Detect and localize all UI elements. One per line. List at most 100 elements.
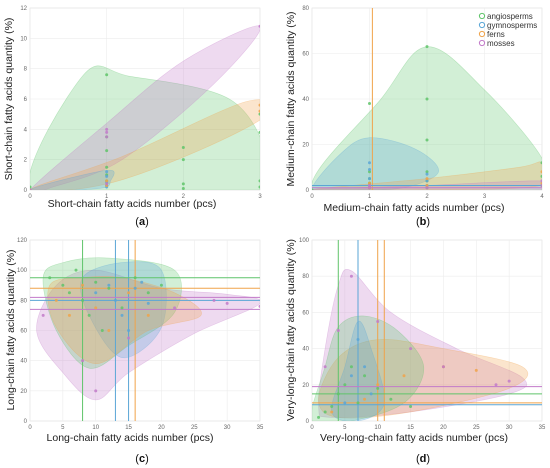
point-gymnosperms: [368, 168, 371, 172]
x-tick-label: 0: [28, 425, 32, 431]
point-mosses: [105, 127, 109, 131]
point-mosses: [258, 24, 260, 28]
legend-marker-angiosperms: [478, 12, 486, 20]
point-ferns: [54, 298, 58, 302]
legend-marker-mosses: [478, 39, 486, 47]
y-tick-label: 40: [302, 347, 309, 353]
point-gymnosperms: [94, 291, 98, 295]
point-mosses: [105, 130, 109, 134]
point-mosses: [540, 183, 542, 187]
plot-content: [30, 24, 260, 190]
point-angiosperms: [323, 410, 327, 414]
point-mosses: [323, 365, 327, 369]
x-tick-label: 4: [540, 194, 544, 200]
point-mosses: [441, 365, 445, 369]
point-ferns: [146, 313, 150, 317]
hull-mosses: [36, 269, 260, 401]
point-ferns: [425, 183, 429, 187]
x-tick-label: 35: [257, 425, 264, 431]
y-tick-label: 8: [24, 67, 28, 73]
point-angiosperms: [258, 179, 260, 183]
point-ferns: [425, 177, 429, 181]
point-mosses: [41, 313, 45, 317]
panel-label: (b): [416, 216, 430, 228]
point-angiosperms: [133, 276, 137, 280]
point-mosses: [30, 188, 32, 190]
plot-content: [312, 240, 542, 421]
panel-label: (d): [416, 453, 430, 465]
point-ferns: [540, 170, 542, 174]
point-ferns: [363, 397, 367, 401]
y-tick-label: 20: [302, 383, 309, 389]
y-tick-label: 6: [24, 97, 28, 103]
point-ferns: [127, 291, 131, 295]
y-tick-label: 4: [24, 127, 28, 133]
point-ferns: [474, 368, 478, 372]
legend-label-ferns: ferns: [487, 30, 505, 39]
point-mosses: [94, 389, 98, 393]
legend-label-gymnosperms: gymnosperms: [487, 21, 537, 30]
point-mosses: [258, 304, 260, 308]
point-angiosperms: [425, 97, 429, 101]
panel-label: (a): [135, 216, 148, 228]
point-gymnosperms: [425, 172, 429, 176]
point-mosses: [105, 135, 109, 139]
point-gymnosperms: [120, 313, 124, 317]
point-gymnosperms: [349, 374, 353, 378]
point-ferns: [94, 306, 98, 310]
point-ferns: [81, 283, 85, 287]
point-angiosperms: [120, 306, 124, 310]
x-tick-label: 20: [158, 425, 165, 431]
y-tick-label: 80: [302, 6, 309, 12]
point-angiosperms: [48, 276, 52, 280]
y-axis-label: Medium-chain fatty acids quantity (%): [285, 11, 297, 186]
y-tick-label: 0: [306, 188, 310, 194]
x-tick-label: 5: [343, 425, 347, 431]
plot-content: [30, 240, 260, 421]
y-tick-label: 2: [24, 158, 28, 164]
point-gymnosperms: [368, 177, 371, 181]
point-angiosperms: [409, 405, 413, 409]
point-ferns: [67, 313, 71, 317]
point-gymnosperms: [343, 401, 347, 405]
hull-angiosperms: [42, 257, 182, 369]
y-axis-label: Long-chain fatty acids quantity (%): [5, 249, 17, 410]
point-gymnosperms: [356, 338, 360, 342]
point-angiosperms: [105, 73, 109, 77]
point-mosses: [494, 383, 498, 387]
y-tick-label: 20: [20, 389, 27, 395]
x-tick-label: 25: [473, 425, 480, 431]
legend-label-mosses: mosses: [487, 39, 515, 48]
plot-content: [312, 8, 542, 190]
y-tick-label: 10: [20, 36, 27, 42]
point-mosses: [173, 306, 177, 310]
point-angiosperms: [181, 186, 185, 190]
point-gymnosperms: [105, 174, 109, 178]
point-angiosperms: [363, 374, 367, 378]
point-angiosperms: [30, 185, 32, 189]
point-mosses: [368, 186, 371, 190]
point-angiosperms: [540, 161, 542, 165]
point-ferns: [258, 103, 260, 107]
x-tick-label: 10: [374, 425, 381, 431]
point-angiosperms: [258, 130, 260, 134]
point-angiosperms: [107, 286, 111, 290]
point-gymnosperms: [133, 286, 137, 290]
point-ferns: [107, 329, 111, 332]
y-tick-label: 0: [24, 188, 28, 194]
panel-label: (c): [135, 453, 148, 465]
hull-mosses: [318, 268, 528, 418]
point-angiosperms: [336, 392, 340, 396]
point-angiosperms: [74, 268, 78, 272]
x-tick-label: 3: [258, 194, 262, 200]
legend-marker-gymnosperms: [478, 21, 486, 29]
point-mosses: [81, 359, 85, 363]
hull-angiosperms: [312, 46, 542, 190]
x-tick-label: 30: [506, 425, 513, 431]
hull-gymnosperms: [312, 137, 439, 190]
point-angiosperms: [105, 149, 109, 153]
point-mosses: [336, 329, 340, 332]
